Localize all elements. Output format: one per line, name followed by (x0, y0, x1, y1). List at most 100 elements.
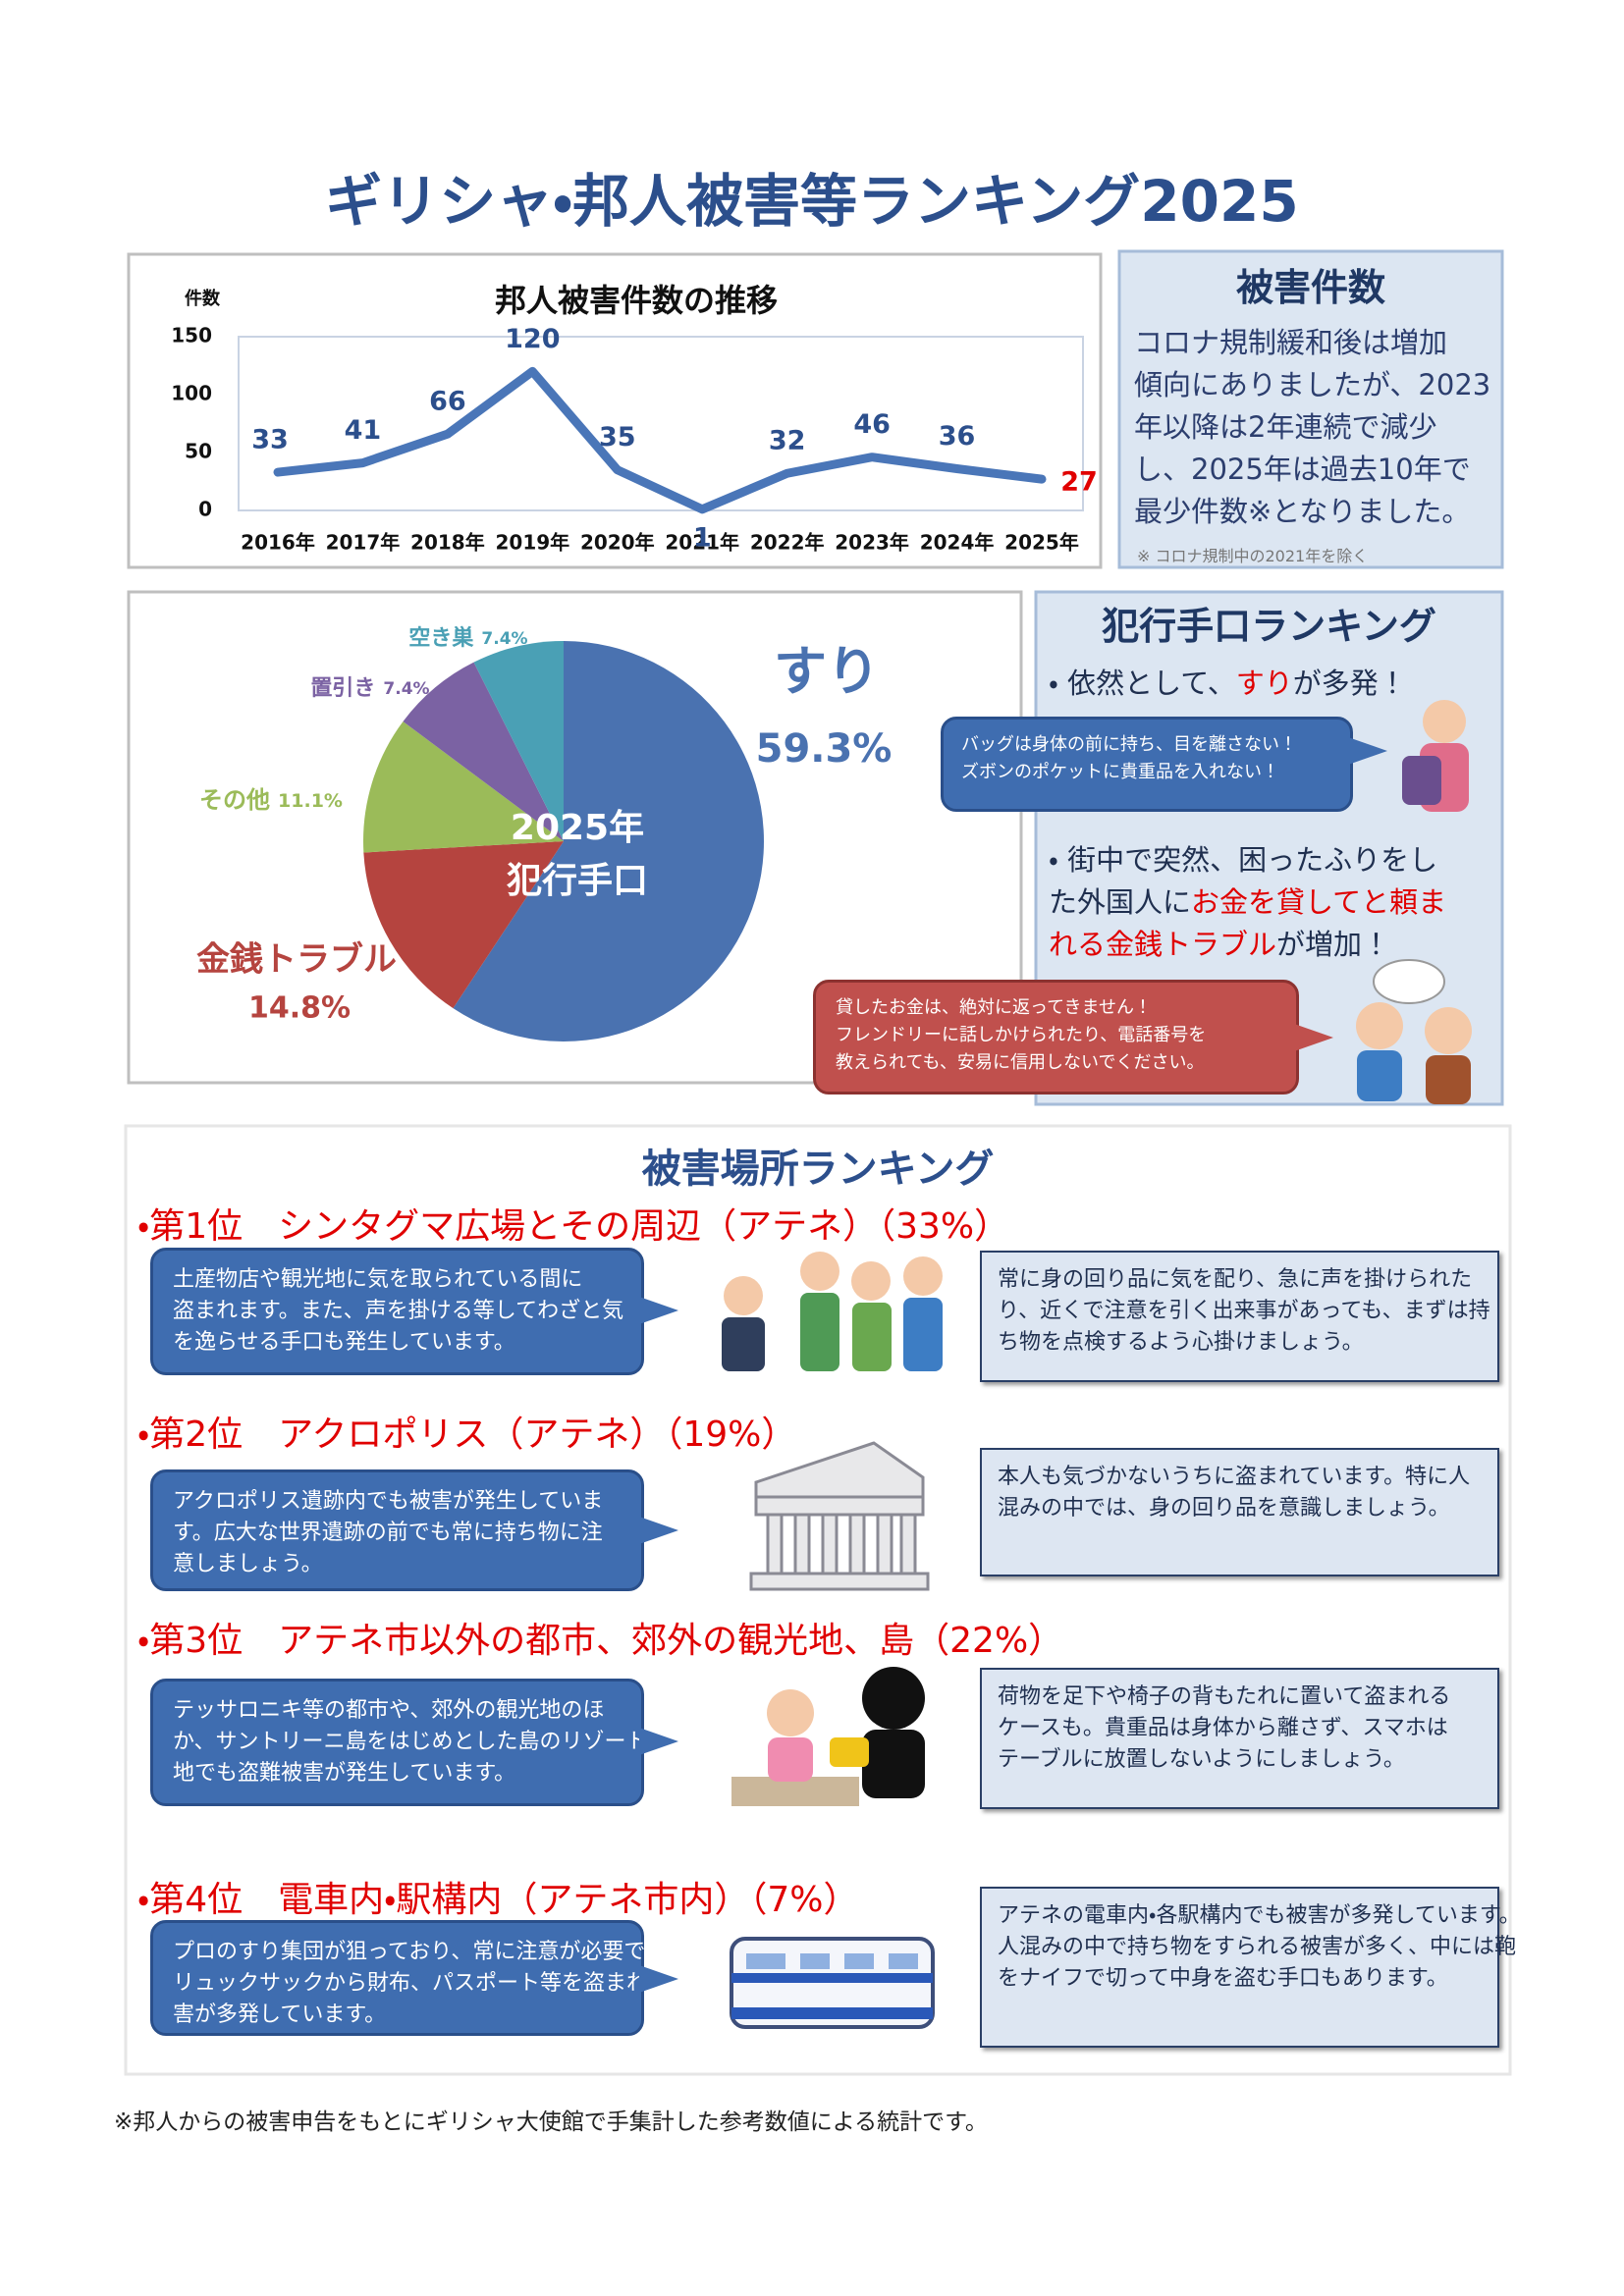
rank-note: アテネの電車内・各駅構内でも被害が多発しています。 人混みの中で持ち物をすられる被… (980, 1887, 1521, 2048)
method-bullet: ・ 依然として、すりが多発！ (1049, 663, 1407, 705)
data-label: 120 (505, 324, 560, 354)
text-line: 地でも盗難被害が発生しています。 (173, 1761, 516, 1786)
text-run: ・ 街中で突然、困ったふりをし (1049, 843, 1438, 877)
text-line: をナイフで切って中身を盗む手口もあります。 (998, 1966, 1448, 1991)
data-label: 66 (429, 387, 466, 417)
slice-value: 14.8% (248, 991, 351, 1026)
data-label: 35 (599, 422, 636, 453)
text-line: 意しましょう。 (173, 1552, 323, 1576)
line-chart-frame (127, 252, 1103, 569)
illustration-thief (731, 1667, 925, 1806)
x-tick-label: 2022年 (750, 531, 825, 555)
text-line: バッグは身体の前に持ち、目を離さない！ (961, 734, 1297, 755)
text-line: 傾向にありましたが、2023 (1134, 368, 1491, 401)
text-line: を逸らせる手口も発生しています。 (173, 1330, 515, 1355)
text-line: アテネの電車内・各駅構内でも被害が多発しています。 (998, 1903, 1521, 1928)
plot-area (238, 336, 1084, 511)
pie-slice (363, 841, 564, 1009)
rank-title: ・第2位 アクロポリス（アテネ）（19%） (137, 1415, 797, 1455)
count-heading: 被害件数 (1235, 266, 1385, 309)
text-line: た外国人にお金を貸してと頼ま (1049, 881, 1446, 924)
text-line: 教えられても、安易に信用しないでください。 (836, 1052, 1205, 1073)
text-line: コロナ規制緩和後は増加 (1134, 326, 1448, 359)
data-label: 1 (693, 522, 712, 553)
text-run: た外国人に (1049, 885, 1192, 919)
rank-bubble: テッサロニキ等の都市や、郊外の観光地のほか、サントリーニ島をはじめとした島のリゾ… (150, 1679, 678, 1806)
slice-name: 置引き (310, 676, 375, 701)
slice-value: 7.4% (481, 629, 527, 649)
rank-title: ・第4位 電車内・駅構内（アテネ市内）（7%） (137, 1880, 859, 1920)
slice-value: 7.4% (383, 679, 429, 699)
y-tick-label: 50 (185, 440, 212, 463)
chart-title: 邦人被害件数の推移 (495, 282, 778, 319)
text-line: 本人も気づかないうちに盗まれています。特に人 (998, 1465, 1471, 1489)
illustration-crowd (722, 1252, 943, 1371)
text-line: アクロポリス遺跡内でも被害が発生していま (173, 1489, 604, 1514)
slice-name: その他 (199, 786, 270, 814)
data-label: 32 (769, 426, 806, 456)
y-tick-label: 100 (171, 382, 212, 405)
rank-title: ・第1位 シンタグマ広場とその周辺（アテネ）（33%） (137, 1206, 1010, 1247)
method-callout: 貸したお金は、絶対に返ってきません！ フレンドリーに話しかけられたり、電話番号を教… (813, 980, 1333, 1095)
rank-bubble: プロのすり集団が狙っており、常に注意が必要です。 リュックサックから財布、パスポー… (150, 1920, 691, 2036)
text-run: れる金銭トラブル (1049, 928, 1277, 961)
illustration-train (730, 1937, 935, 2029)
slice-name: 空き巣 (408, 625, 474, 651)
data-label: 41 (345, 415, 382, 446)
slice-label: その他 11.1% (199, 786, 343, 814)
text-line: プロのすり集団が狙っており、常に注意が必要です。 (173, 1940, 687, 1964)
slice-label: 空き巣 7.4% (408, 625, 527, 651)
footnote: ※邦人からの被害申告をもとにギリシャ大使館で手集計した参考数値による統計です。 (114, 2109, 988, 2135)
y-tick-label: 150 (171, 324, 212, 347)
slice-value: 11.1% (278, 790, 343, 812)
x-tick-label: 2017年 (326, 531, 401, 555)
count-note: ※ コロナ規制中の2021年を除く (1137, 547, 1369, 565)
y-tick-label: 0 (198, 498, 212, 521)
data-label: 27 (1060, 467, 1098, 498)
rank-title: ・第3位 アテネ市以外の都市、郊外の観光地、島（22%） (137, 1621, 1064, 1661)
data-label: 33 (251, 425, 289, 455)
slice-name: 金銭トラブル (196, 940, 397, 980)
rank-note: 荷物を足下や椅子の背もたれに置いて盗まれる ケースも。貴重品は身体から離さず、スマ… (980, 1668, 1499, 1809)
x-tick-label: 2020年 (580, 531, 655, 555)
pie-slice (453, 641, 764, 1041)
text-line: ケースも。貴重品は身体から離さず、スマホは (998, 1716, 1448, 1740)
text-run: ・ 依然として、 (1049, 667, 1236, 700)
x-tick-label: 2021年 (665, 531, 739, 555)
pie-slice (362, 721, 564, 853)
text-line: 荷物を足下や椅子の背もたれに置いて盗まれる (998, 1684, 1451, 1709)
text-line: り、近くで注意を引く出来事があっても、まずは持 (998, 1299, 1490, 1323)
x-tick-label: 2019年 (495, 531, 569, 555)
text-line: ズボンのポケットに貴重品を入れない！ (961, 762, 1279, 782)
text-line: 人混みの中で持ち物をすられる被害が多く、中には鞄 (998, 1935, 1517, 1959)
rank-bubble: アクロポリス遺跡内でも被害が発生していま す。広大な世界遺跡の前でも常に持ち物に注… (150, 1469, 678, 1591)
method-heading: 犯行手口ランキング (1102, 605, 1436, 648)
illustration-temple (749, 1441, 930, 1591)
text-line: フレンドリーに話しかけられたり、電話番号を (836, 1025, 1207, 1045)
text-line: テッサロニキ等の都市や、郊外の観光地のほ (173, 1698, 605, 1723)
text-line: す。広大な世界遺跡の前でも常に持ち物に注 (173, 1521, 603, 1545)
text-line: テーブルに放置しないようにしましょう。 (998, 1747, 1405, 1772)
text-line: れる金銭トラブルが増加！ (1049, 924, 1446, 966)
text-line: 最少件数※となりました。 (1134, 495, 1471, 528)
rank-note: 常に身の回り品に気を配り、急に声を掛けられた り、近くで注意を引く出来事があっても… (980, 1251, 1499, 1382)
text-line: か、サントリーニ島をはじめとした島のリゾート (173, 1730, 648, 1754)
data-label: 46 (853, 409, 891, 440)
data-line (273, 366, 1047, 514)
method-callout: バッグは身体の前に持ち、目を離さない！ ズボンのポケットに貴重品を入れない！ (941, 717, 1387, 812)
text-line: ・ 街中で突然、困ったふりをし (1049, 839, 1446, 881)
data-label: 36 (939, 421, 976, 452)
text-line: 害が多発しています。 (173, 2002, 387, 2027)
x-tick-label: 2016年 (241, 531, 315, 555)
text-line: 盗まれます。また、声を掛ける等してわざと気 (173, 1299, 624, 1323)
pie-slice (473, 640, 564, 841)
x-tick-label: 2025年 (1004, 531, 1079, 555)
text-line: 貸したお金は、絶対に返ってきません！ (836, 997, 1153, 1018)
ranking-heading: 被害場所ランキング (641, 1147, 995, 1192)
method-bullet: ・ 街中で突然、困ったふりをし た外国人にお金を貸してと頼ま れる金銭トラブルが増加… (1049, 839, 1446, 966)
text-line: ち物を点検するよう心掛けましょう。 (998, 1330, 1364, 1355)
pie-slice (403, 662, 564, 841)
text-run: お金を貸してと頼ま (1191, 885, 1447, 919)
x-tick-label: 2024年 (920, 531, 995, 555)
